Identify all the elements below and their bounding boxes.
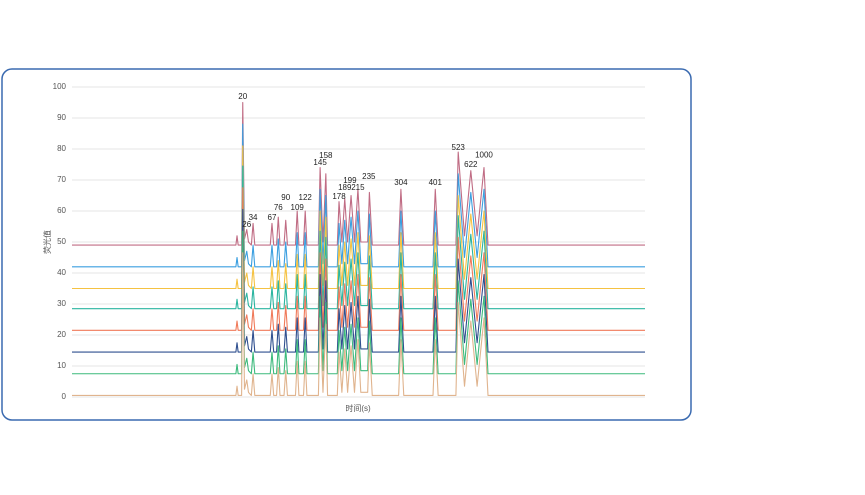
y-tick-label: 30 — [57, 299, 66, 308]
peak-label: 158 — [319, 151, 333, 160]
x-axis-label: 时间(s) — [345, 403, 371, 413]
trace-line — [72, 145, 645, 290]
trace-line — [72, 230, 645, 375]
peak-label: 199 — [343, 176, 357, 185]
y-tick-label: 100 — [53, 82, 67, 91]
trace-line — [72, 187, 645, 331]
peak-label: 401 — [429, 178, 443, 187]
y-tick-label: 40 — [57, 268, 66, 277]
peak-label: 76 — [274, 203, 283, 212]
peak-label: 622 — [464, 160, 478, 169]
y-tick-label: 70 — [57, 175, 66, 184]
y-tick-label: 60 — [57, 206, 66, 215]
trace-line — [72, 123, 645, 268]
peak-label: 304 — [394, 178, 408, 187]
peak-label: 235 — [362, 172, 376, 181]
peak-label: 34 — [249, 213, 258, 222]
y-axis-label: 荧光值 — [42, 230, 52, 254]
y-tick-label: 10 — [57, 361, 66, 370]
peak-label: 523 — [452, 143, 466, 152]
peak-label: 90 — [281, 193, 290, 202]
trace-line — [72, 208, 645, 353]
trace-line — [72, 252, 645, 396]
peak-label: 20 — [238, 92, 247, 101]
peak-label: 26 — [242, 220, 251, 229]
y-tick-label: 90 — [57, 113, 66, 122]
y-tick-label: 0 — [62, 392, 67, 401]
peak-label: 178 — [332, 192, 346, 201]
peak-label: 215 — [351, 183, 365, 192]
peak-label: 122 — [299, 193, 313, 202]
peak-label: 67 — [268, 213, 277, 222]
peak-label: 109 — [291, 203, 305, 212]
peak-label: 1000 — [475, 150, 493, 159]
trace-line — [72, 101, 645, 246]
peak-label: 145 — [313, 158, 327, 167]
y-tick-label: 20 — [57, 330, 66, 339]
y-tick-label: 80 — [57, 144, 66, 153]
trace-line — [72, 165, 645, 310]
peak-label: 189 — [338, 183, 352, 192]
y-tick-label: 50 — [57, 237, 66, 246]
